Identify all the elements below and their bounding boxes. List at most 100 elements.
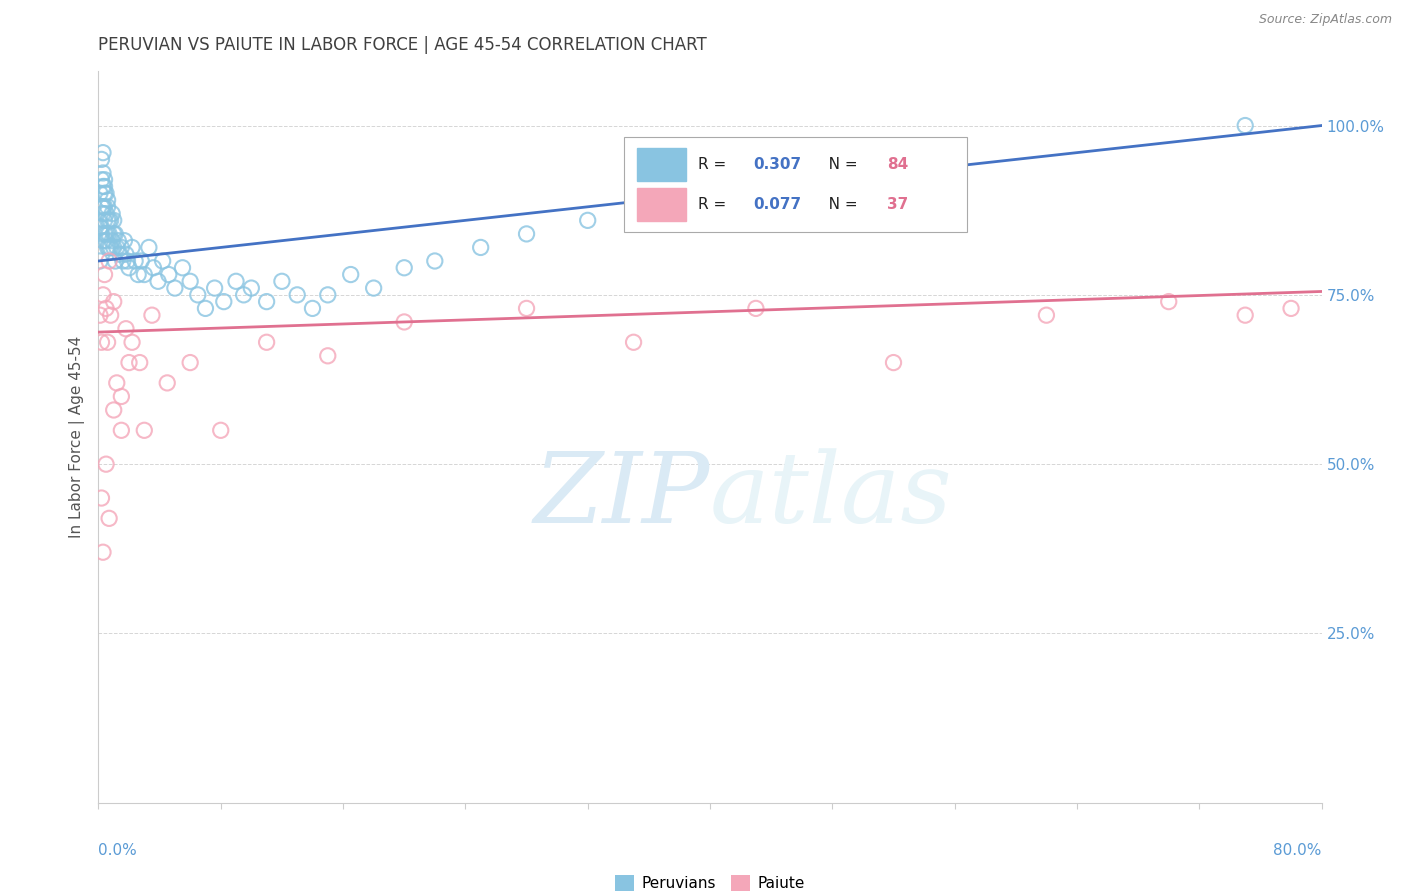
Point xyxy=(97,193,120,207)
Point xyxy=(103,240,125,254)
Point xyxy=(103,294,125,309)
Point xyxy=(516,301,538,316)
Point xyxy=(97,335,120,350)
Point xyxy=(94,234,117,248)
Point xyxy=(301,301,323,316)
Text: Source: ZipAtlas.com: Source: ZipAtlas.com xyxy=(1258,13,1392,27)
Point xyxy=(270,274,292,288)
Point xyxy=(97,227,120,241)
Point xyxy=(100,213,122,227)
Point xyxy=(91,288,114,302)
Point xyxy=(94,301,117,316)
Text: R =: R = xyxy=(697,197,731,212)
Point xyxy=(97,240,120,254)
Point xyxy=(232,288,254,302)
Point xyxy=(316,349,339,363)
Point xyxy=(134,423,156,437)
Point xyxy=(128,355,150,369)
Point xyxy=(93,179,115,194)
Point xyxy=(89,186,111,201)
Point xyxy=(91,179,114,194)
Point xyxy=(209,423,232,437)
Point xyxy=(107,234,129,248)
Point xyxy=(392,315,416,329)
Point xyxy=(225,274,247,288)
Point xyxy=(100,308,122,322)
Point xyxy=(623,335,645,350)
Point xyxy=(240,281,263,295)
Point xyxy=(91,166,114,180)
Point xyxy=(138,240,160,254)
Point xyxy=(423,254,446,268)
Point xyxy=(98,240,121,254)
Point xyxy=(470,240,492,254)
Point xyxy=(118,355,141,369)
Point xyxy=(392,260,416,275)
Point xyxy=(179,274,201,288)
Point xyxy=(134,268,156,282)
Text: PERUVIAN VS PAIUTE IN LABOR FORCE | AGE 45-54 CORRELATION CHART: PERUVIAN VS PAIUTE IN LABOR FORCE | AGE … xyxy=(98,36,707,54)
Point xyxy=(91,200,114,214)
Point xyxy=(93,186,115,201)
Point xyxy=(104,227,127,241)
Point xyxy=(745,301,768,316)
Point xyxy=(90,153,112,167)
Point xyxy=(112,234,135,248)
Point xyxy=(104,254,127,268)
Text: 84: 84 xyxy=(887,157,908,172)
Point xyxy=(89,254,111,268)
Point xyxy=(108,247,131,261)
Point xyxy=(93,213,115,227)
FancyBboxPatch shape xyxy=(624,137,967,232)
Point xyxy=(101,206,124,220)
Text: 0.077: 0.077 xyxy=(752,197,801,212)
Point xyxy=(94,206,117,220)
Point xyxy=(111,254,134,268)
Point xyxy=(90,491,112,505)
Point xyxy=(121,335,143,350)
Point xyxy=(94,457,117,471)
Point xyxy=(98,213,121,227)
Point xyxy=(212,294,235,309)
Point xyxy=(1035,308,1057,322)
Point xyxy=(103,213,125,227)
Point xyxy=(316,288,339,302)
Text: ZIP: ZIP xyxy=(534,448,710,543)
Point xyxy=(285,288,308,302)
Point xyxy=(97,213,120,227)
Point xyxy=(339,268,361,282)
Point xyxy=(157,268,180,282)
Point xyxy=(94,227,117,241)
Point xyxy=(256,294,278,309)
Point xyxy=(110,389,132,403)
Point xyxy=(105,240,128,254)
Bar xyxy=(637,148,686,181)
Point xyxy=(179,355,201,369)
Point xyxy=(103,403,125,417)
Point xyxy=(194,301,217,316)
Y-axis label: In Labor Force | Age 45-54: In Labor Force | Age 45-54 xyxy=(69,336,84,538)
Point xyxy=(100,240,122,254)
Point xyxy=(256,335,278,350)
Point xyxy=(156,376,179,390)
Point xyxy=(363,281,385,295)
Point xyxy=(1234,308,1257,322)
Point xyxy=(91,200,114,214)
Point xyxy=(146,274,169,288)
Point xyxy=(89,308,111,322)
Point xyxy=(141,308,163,322)
Point xyxy=(90,335,112,350)
Point xyxy=(163,281,186,295)
Point xyxy=(91,206,114,220)
Point xyxy=(115,247,138,261)
Legend: Peruvians, Paiute: Peruvians, Paiute xyxy=(609,870,811,892)
Point xyxy=(124,254,146,268)
Point xyxy=(97,200,120,214)
Point xyxy=(1234,119,1257,133)
Point xyxy=(204,281,226,295)
Bar xyxy=(637,188,686,221)
Text: 0.307: 0.307 xyxy=(752,157,801,172)
Point xyxy=(90,220,112,235)
Point xyxy=(516,227,538,241)
Point xyxy=(883,355,905,369)
